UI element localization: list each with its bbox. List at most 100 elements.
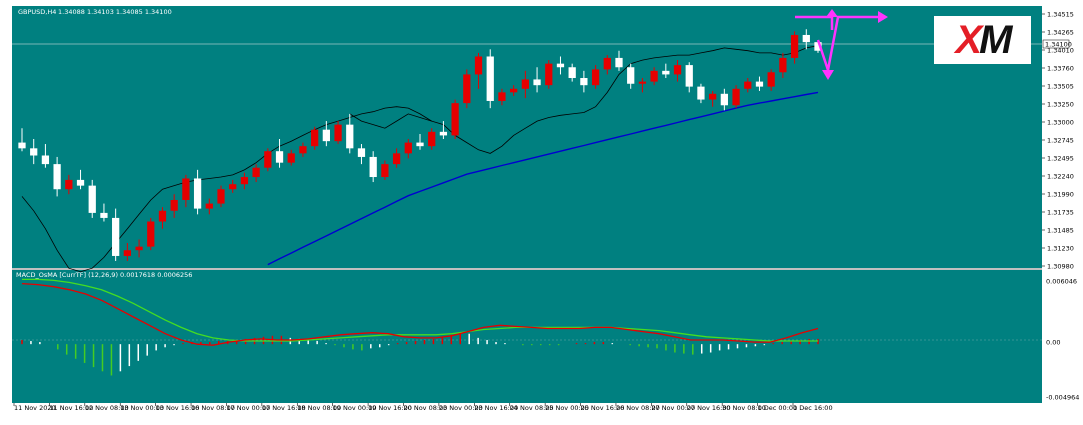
price-tick-label: 1.31230 (1047, 244, 1074, 252)
price-tick-label: 1.33250 (1047, 100, 1074, 108)
projection-arrow (795, 9, 888, 80)
candle-body (392, 153, 401, 165)
candle-body (580, 78, 588, 86)
candle-body (100, 212, 108, 218)
price-tick-label: 1.31990 (1047, 190, 1074, 198)
time-tick-label: 1 Dec 16:00 (793, 404, 833, 412)
osma-axis: 0.006046 0.00 -0.004964 (1046, 277, 1079, 401)
candle-body (30, 148, 38, 156)
macd-path (21, 282, 819, 346)
price-tick-label: 1.33000 (1047, 118, 1074, 126)
candle-body (41, 155, 50, 165)
xm-logo-text: XM (955, 18, 1012, 62)
projection-path (816, 15, 878, 75)
candle-body (88, 185, 96, 213)
time-tick-label: 17 Nov 00:00 (226, 404, 270, 412)
price-axis: 1.34515 1.34265 1.34010 1.33760 1.33505 1.332… (1042, 10, 1074, 270)
candle-body (568, 67, 576, 79)
candlestick-series (18, 29, 822, 261)
candle-body (264, 151, 272, 168)
candle-body (463, 74, 471, 104)
projection-arrowhead-down (822, 70, 834, 80)
time-tick-label: 17 Nov 16:00 (262, 404, 306, 412)
candle-body (299, 146, 307, 154)
bollinger-band-upper (349, 45, 819, 154)
candle-body (158, 210, 167, 222)
candle-body (369, 156, 377, 178)
candle-body (404, 142, 412, 154)
projection-arrowhead-right (878, 11, 888, 23)
candle-body (65, 179, 73, 190)
candle-body (311, 129, 319, 147)
price-tick-label: 1.33505 (1047, 82, 1074, 90)
candle-body (135, 246, 143, 251)
time-tick-label: 25 Nov 00:00 (545, 404, 589, 412)
band-upper-path (349, 45, 819, 154)
time-tick-label: 30 Nov 08:00 (722, 404, 766, 412)
price-tick-label: 1.30980 (1047, 262, 1074, 270)
candle-body (112, 217, 120, 256)
chart-title: GBPUSD,H4 (18, 8, 56, 16)
moving-average-line (267, 91, 819, 266)
time-tick-label: 19 Nov 16:00 (368, 404, 412, 412)
macd-signal-line (22, 278, 818, 342)
time-tick-label: 11 Nov 16:00 (49, 404, 93, 412)
price-tick-label: 1.34265 (1047, 28, 1074, 36)
candle-body (498, 92, 506, 101)
price-tick-label: 1.34515 (1047, 10, 1074, 18)
candle-body (603, 57, 611, 70)
candle-body (685, 65, 693, 87)
candle-body (790, 34, 799, 58)
candle-body (510, 88, 518, 93)
price-tick-label: 1.32495 (1047, 154, 1074, 162)
candle-body (638, 81, 647, 84)
candle-body (732, 88, 740, 106)
candle-body (451, 103, 459, 136)
candle-body (697, 86, 705, 100)
candle-body (474, 56, 483, 75)
candle-body (521, 79, 529, 89)
candle-body (334, 124, 342, 142)
candle-body (416, 142, 424, 147)
candle-body (346, 124, 354, 149)
candle-body (240, 177, 249, 185)
time-tick-label: 16 Nov 08:00 (191, 404, 235, 412)
candle-body (744, 81, 752, 89)
candle-body (673, 65, 682, 75)
plot-background (12, 6, 1042, 403)
time-tick-label: 13 Nov 00:00 (120, 404, 164, 412)
price-tick-label: 1.34010 (1047, 46, 1074, 54)
candle-body (217, 189, 225, 204)
candle-body (123, 250, 131, 256)
candle-body (755, 81, 764, 87)
xm-logo: XM (934, 16, 1031, 64)
candle-body (709, 93, 717, 100)
time-tick-label: 25 Nov 16:00 (581, 404, 625, 412)
time-tick-label: 24 Nov 08:00 (510, 404, 554, 412)
candle-body (428, 131, 436, 147)
candle-body (627, 67, 635, 84)
candle-body (147, 221, 155, 247)
candle-body (76, 179, 85, 186)
candle-body (193, 178, 202, 209)
price-tick-label: 1.32240 (1047, 172, 1074, 180)
price-tick-label: 1.31485 (1047, 226, 1074, 234)
candle-body (252, 167, 260, 178)
price-tick-label: 1.31735 (1047, 208, 1074, 216)
candle-body (814, 42, 822, 51)
candle-body (545, 63, 553, 86)
osma-tick-label: 0.006046 (1046, 277, 1077, 285)
macd-line (21, 282, 819, 346)
candle-body (18, 142, 26, 149)
current-price-label: 1.34100 (1045, 41, 1072, 49)
projection-arrowhead-top (826, 9, 838, 17)
time-tick-label: 27 Nov 16:00 (687, 404, 731, 412)
candle-body (357, 148, 366, 157)
candle-body (802, 34, 810, 43)
time-tick-label: 12 Nov 08:00 (85, 404, 129, 412)
candle-body (615, 57, 623, 68)
time-tick-label: 20 Nov 08:00 (404, 404, 448, 412)
time-tick-label: 27 Nov 00:00 (651, 404, 695, 412)
